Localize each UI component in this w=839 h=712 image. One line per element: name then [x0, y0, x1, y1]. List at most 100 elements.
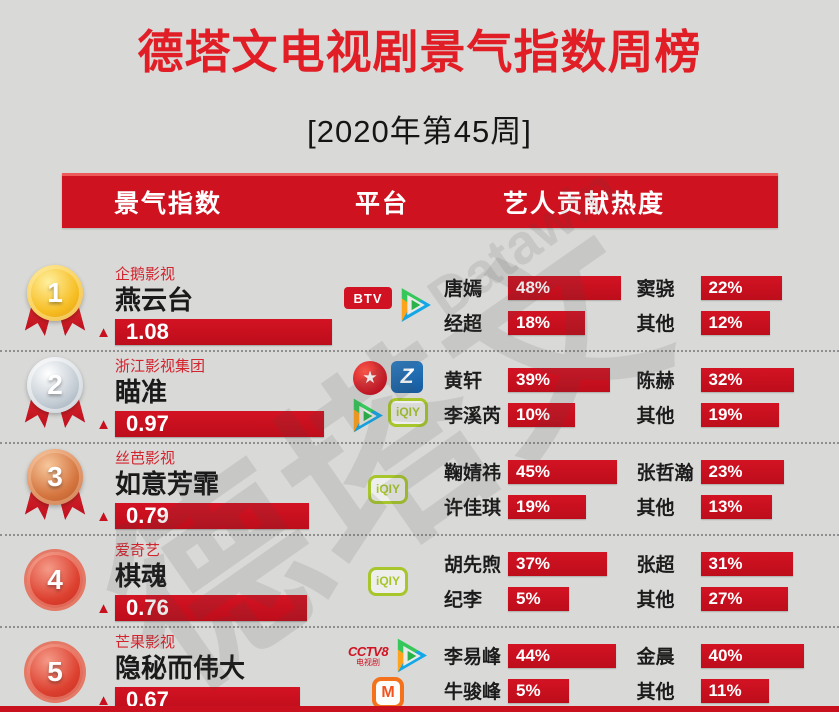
actor-contribution-pct: 44%: [516, 645, 551, 665]
actor-contribution-pct: 23%: [708, 461, 743, 481]
drama-title: 棋魂: [115, 561, 168, 591]
actor-contribution-bar: 22%: [700, 275, 782, 300]
index-cell: 企鹅影视 燕云台 ▲ 1.08: [92, 260, 344, 350]
ranking-row: 5 芒果影视 隐秘而伟大 ▲ 0.67 CCTV8 电视剧 M 李易峰 44% 金晨 40…: [0, 628, 839, 712]
index-bar: 1.08: [115, 319, 332, 345]
drama-title: 如意芳霏: [115, 469, 220, 499]
actor-name: 其他: [636, 682, 675, 703]
actor-entry: 其他 12%: [637, 309, 818, 336]
cctv8-logo: CCTV8 电视剧: [347, 643, 389, 667]
rank-medal-cell: 3: [0, 444, 92, 534]
actor-contribution-bar: 18%: [508, 310, 585, 335]
actor-contribution-bar: 48%: [508, 275, 621, 300]
tencent-video-logo: [392, 638, 428, 674]
actor-entry: 许佳琪 19%: [444, 493, 625, 520]
actor-name: 其他: [636, 498, 675, 519]
ranking-row: 3 丝芭影视 如意芳霏 ▲ 0.79 iQIY 鞠婧祎 45% 张哲瀚 23% 许佳琪 1…: [0, 444, 839, 536]
rank-number: 1: [27, 265, 83, 321]
actor-entry: 黄轩 39%: [444, 366, 625, 393]
ranking-list: 1 企鹅影视 燕云台 ▲ 1.08 BTV 唐嫣 48% 窦骁 22% 经超 18% 其他 1…: [0, 260, 839, 712]
actor-contribution-bar: 32%: [700, 367, 794, 392]
actor-contribution-pct: 5%: [516, 588, 541, 608]
actor-entry: 牛骏峰 5%: [444, 677, 625, 704]
actor-contribution-bar: 5%: [508, 678, 569, 703]
actor-name: 李溪芮: [444, 406, 502, 427]
drama-title: 隐秘而伟大: [115, 653, 246, 683]
actor-contribution-pct: 32%: [708, 369, 743, 389]
actor-contribution-pct: 11%: [708, 680, 742, 700]
rank-medal: 5: [22, 631, 88, 712]
zhejiang-tv-logo: Z: [391, 360, 423, 393]
index-bar: 0.76: [115, 595, 307, 621]
rank-medal: 4: [22, 539, 88, 623]
index-bar-line: ▲ 1.08: [92, 319, 344, 345]
actor-contribution-bar: 19%: [700, 402, 779, 427]
ranking-row: 4 爱奇艺 棋魂 ▲ 0.76 iQIY 胡先煦 37% 张超 31% 纪李 5% 其他 27…: [0, 536, 839, 628]
index-cell: 爱奇艺 棋魂 ▲ 0.76: [92, 536, 344, 626]
actor-name: 金晨: [636, 647, 675, 668]
actor-name: 经超: [444, 314, 483, 335]
header-index-column: 景气指数: [114, 190, 223, 218]
btv-logo: BTV: [344, 287, 392, 309]
actor-contributions: 李易峰 44% 金晨 40% 牛骏峰 5% 其他 11%: [432, 628, 839, 712]
actor-name: 其他: [636, 314, 675, 335]
trend-up-icon: ▲: [96, 507, 111, 525]
rank-medal: 1: [22, 263, 88, 347]
platform-logos: iQIY: [344, 444, 432, 534]
index-bar-line: ▲ 0.76: [92, 595, 344, 621]
production-company: 丝芭影视: [115, 450, 176, 467]
platform-logos: iQIY: [344, 536, 432, 626]
actor-contribution-pct: 12%: [708, 312, 743, 332]
actor-contribution-bar: 11%: [700, 678, 769, 703]
rank-medal-cell: 1: [0, 260, 92, 350]
actor-name: 牛骏峰: [444, 682, 502, 703]
page-subtitle: [2020年第45周]: [307, 114, 532, 149]
index-value: 0.97: [126, 411, 169, 436]
actor-contribution-pct: 13%: [708, 496, 743, 516]
actor-contribution-bar: 10%: [508, 402, 575, 427]
iqiyi-logo: iQIY: [368, 566, 408, 596]
actor-entry: 陈赫 32%: [637, 366, 818, 393]
actor-contribution-pct: 19%: [516, 496, 551, 516]
trend-up-icon: ▲: [96, 599, 111, 617]
index-cell: 芒果影视 隐秘而伟大 ▲ 0.67: [92, 628, 344, 712]
platform-logos: BTV: [344, 260, 432, 350]
header-contribution-column: 艺人贡献热度: [503, 190, 666, 218]
actor-contribution-bar: 5%: [508, 586, 569, 611]
actor-name: 胡先煦: [444, 555, 502, 576]
actor-name: 其他: [636, 406, 675, 427]
actor-contribution-bar: 27%: [700, 586, 788, 611]
actor-contribution-pct: 31%: [708, 553, 743, 573]
tencent-video-logo: [348, 398, 384, 434]
actor-entry: 李溪芮 10%: [444, 401, 625, 428]
production-company: 浙江影视集团: [115, 358, 206, 375]
iqiyi-logo: iQIY: [388, 397, 428, 427]
actor-contribution-pct: 5%: [516, 680, 541, 700]
actor-contributions: 胡先煦 37% 张超 31% 纪李 5% 其他 27%: [432, 536, 839, 626]
actor-contribution-pct: 45%: [516, 461, 551, 481]
actor-contribution-bar: 19%: [508, 494, 586, 519]
index-bar: 0.97: [115, 411, 324, 437]
actor-name: 鞠婧祎: [444, 463, 502, 484]
trend-up-icon: ▲: [96, 691, 111, 709]
actor-name: 张哲瀚: [636, 463, 694, 484]
actor-contributions: 鞠婧祎 45% 张哲瀚 23% 许佳琪 19% 其他 13%: [432, 444, 839, 534]
actor-entry: 李易峰 44%: [444, 642, 625, 669]
actor-entry: 张哲瀚 23%: [637, 458, 818, 485]
actor-contribution-bar: 23%: [700, 459, 784, 484]
actor-entry: 唐嫣 48%: [444, 274, 625, 301]
index-cell: 浙江影视集团 瞄准 ▲ 0.97: [92, 352, 344, 442]
index-bar-line: ▲ 0.97: [92, 411, 344, 437]
actor-name: 其他: [636, 590, 675, 611]
rank-medal-cell: 2: [0, 352, 92, 442]
actor-contribution-pct: 27%: [708, 588, 743, 608]
actor-name: 黄轩: [444, 371, 483, 392]
actor-name: 张超: [636, 555, 675, 576]
page-title: 德塔文电视剧景气指数周榜: [137, 26, 702, 78]
iqiyi-logo: iQIY: [368, 474, 408, 504]
actor-entry: 金晨 40%: [637, 642, 818, 669]
actor-contribution-pct: 48%: [516, 277, 551, 297]
actor-name: 窦骁: [636, 279, 675, 300]
